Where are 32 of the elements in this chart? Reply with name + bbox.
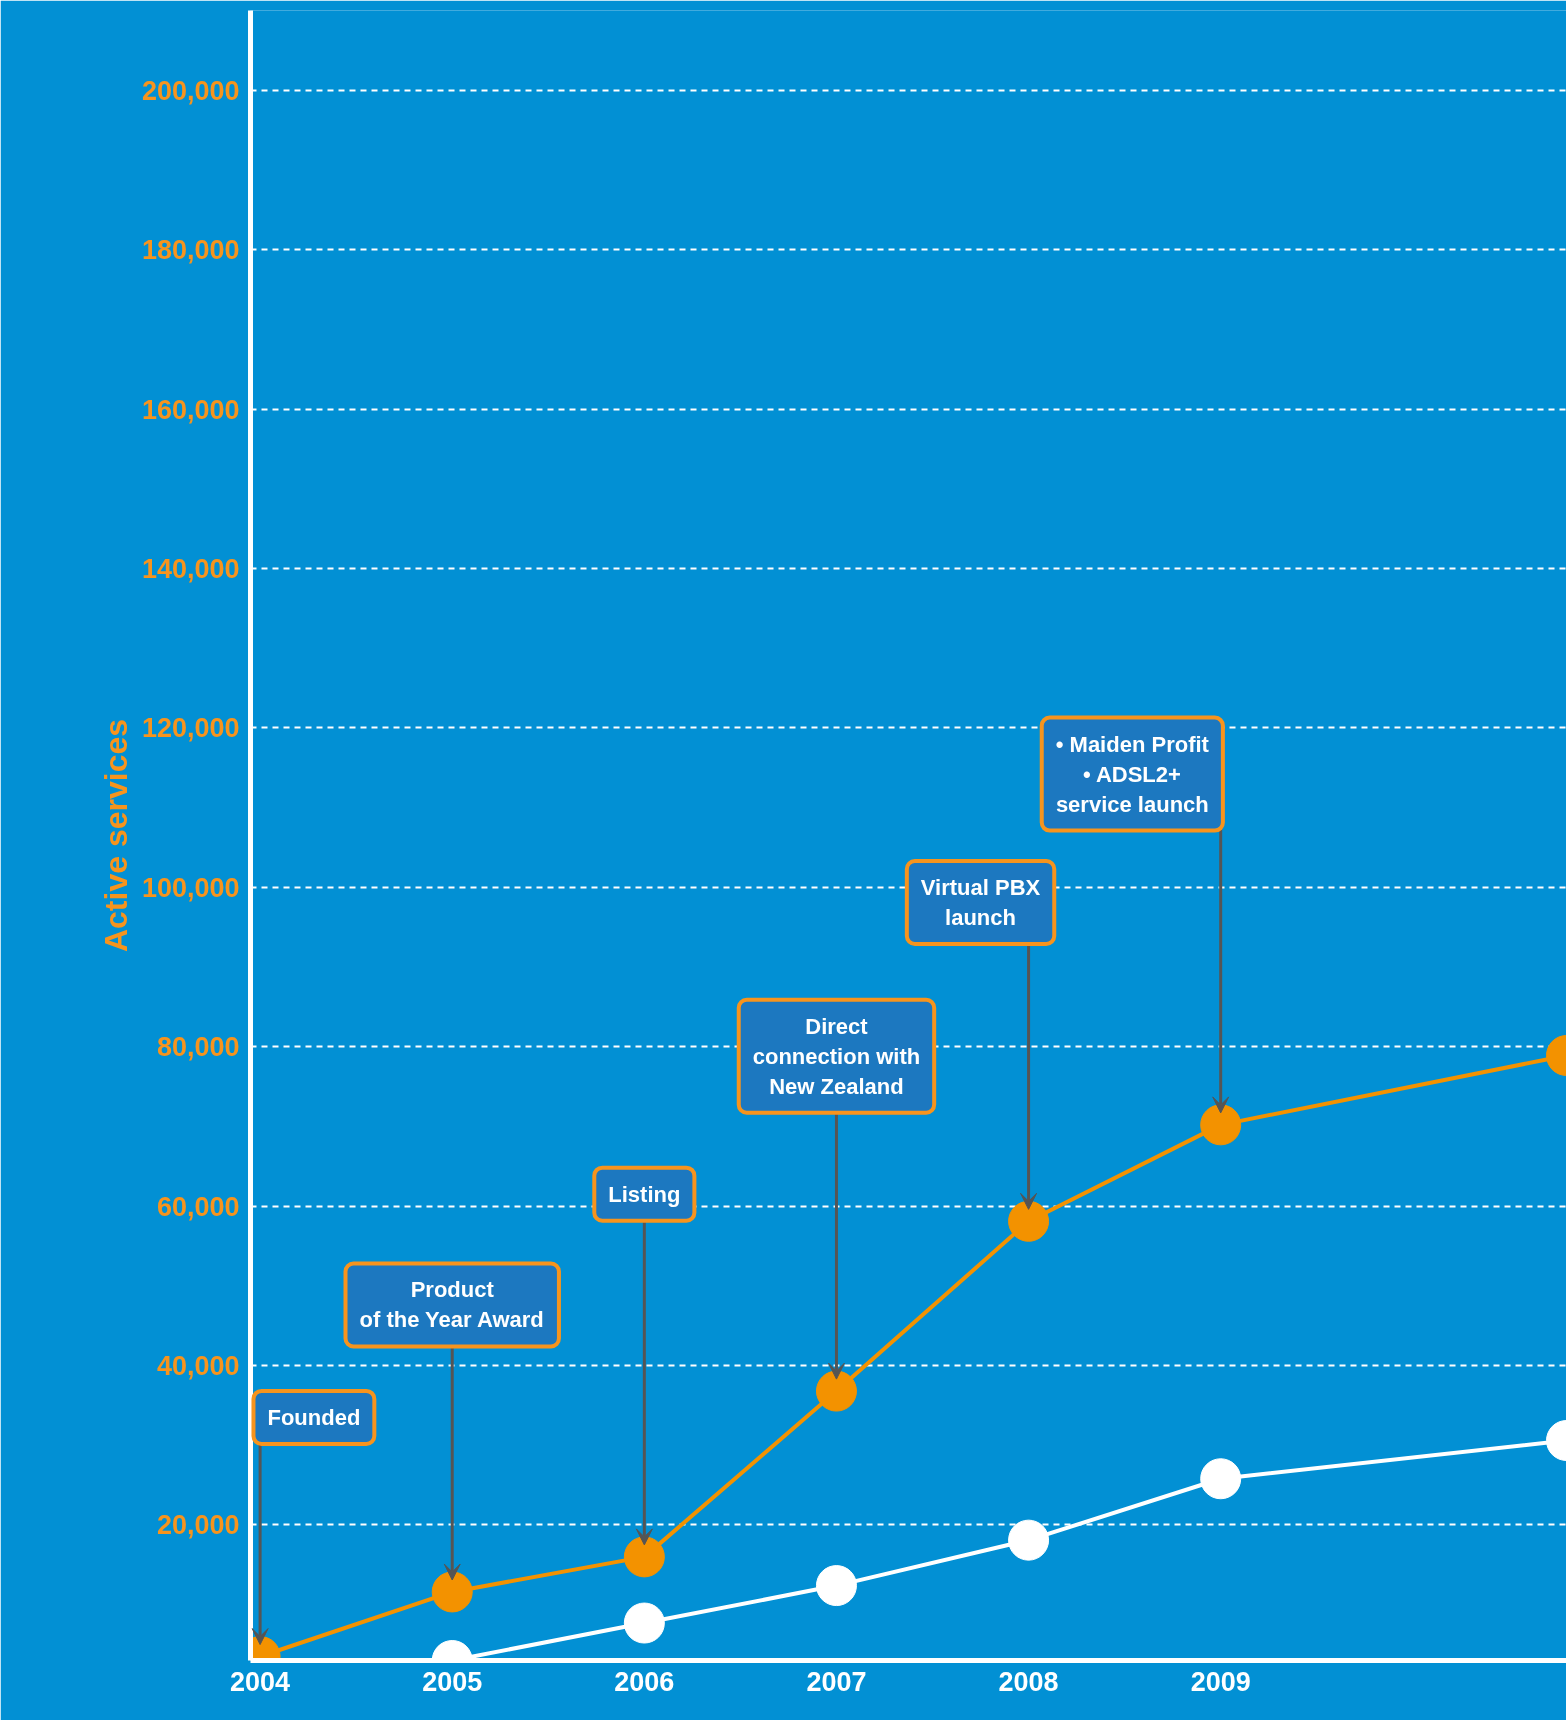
annotation: Direct connection with New Zealand	[752, 1013, 921, 1099]
y-tick-label: 60,000	[156, 1191, 240, 1222]
y-axis-title: Active services	[97, 718, 134, 953]
annotation: • Maiden Profit • ADSL2+ service launch	[1055, 731, 1210, 817]
x-tick-label: 2008	[998, 1666, 1059, 1697]
annotation: Listing	[608, 1181, 681, 1207]
point	[815, 1565, 857, 1607]
x-tick-label: 2006	[614, 1666, 675, 1697]
y-tick-label: 160,000	[141, 394, 240, 425]
point	[623, 1536, 665, 1578]
x-tick-label: 2009	[1190, 1666, 1251, 1697]
y-tick-label: 100,000	[141, 872, 240, 903]
annotation: Founded	[267, 1404, 361, 1430]
annotation: Virtual PBX launch	[920, 874, 1041, 930]
point	[431, 1571, 473, 1613]
y-tick-label: 80,000	[156, 1032, 240, 1063]
y-tick-label: 200,000	[141, 75, 240, 106]
x-tick-label: 2007	[806, 1666, 867, 1697]
y-tick-label: 40,000	[156, 1351, 240, 1382]
y-tick-label: 140,000	[141, 553, 240, 584]
x-tick-label: 2004	[230, 1666, 291, 1697]
y-tick-label: 180,000	[141, 235, 240, 266]
point	[815, 1370, 857, 1412]
y-tick-label: 20,000	[156, 1510, 240, 1541]
point	[1008, 1519, 1050, 1561]
point	[1008, 1200, 1050, 1242]
y-tick-label: 120,000	[141, 713, 240, 744]
x-tick-label: 2005	[422, 1666, 483, 1697]
point	[1200, 1104, 1242, 1146]
point	[623, 1602, 665, 1644]
point	[1200, 1458, 1242, 1500]
annotation: Product of the Year Award	[359, 1277, 544, 1333]
